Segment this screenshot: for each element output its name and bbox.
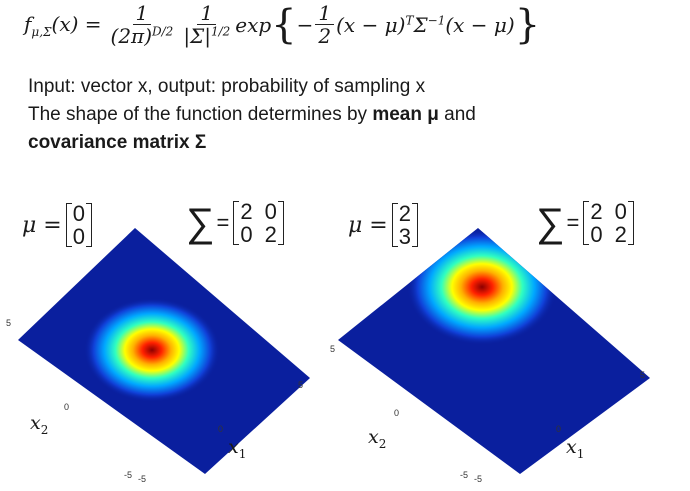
right-x2-tick-5: 5 <box>330 344 336 354</box>
brace-close: } <box>514 2 541 48</box>
right-x1-label: x1 <box>566 436 585 461</box>
left-x1-label: x1 <box>228 436 247 461</box>
quadratic-form: (x − μ)TΣ−1(x − μ) <box>336 13 515 37</box>
right-x2-tick-0: 0 <box>394 408 400 418</box>
left-x1-tick-5: 5 <box>298 380 304 390</box>
right-x2-label: x2 <box>368 426 387 451</box>
left-x2-tick-0: 0 <box>64 402 70 412</box>
description-line-1: Input: vector x, output: probability of … <box>28 76 426 97</box>
sigma-symbol: ∑ <box>186 200 215 245</box>
right-x1-tick-5: 5 <box>640 370 646 380</box>
right-mu-vector: 2 3 <box>391 202 419 248</box>
normalizer-fraction-1: 1 (2π)D/2 <box>110 1 174 48</box>
description-line-2: The shape of the function determines by … <box>28 104 476 125</box>
normalizer-fraction-2: 1 |Σ|1/2 <box>183 1 231 48</box>
brace-open: { <box>271 2 297 48</box>
pdf-lhs: fμ,Σ(x) = <box>24 11 102 39</box>
left-x1-tick-0: 0 <box>218 424 224 434</box>
sigma-symbol: ∑ <box>536 200 565 245</box>
left-tick-m5-b: -5 <box>138 474 147 484</box>
right-surface-peak <box>407 229 557 345</box>
left-surface-peak <box>84 298 220 402</box>
right-tick-m5-b: -5 <box>474 474 483 484</box>
left-tick-m5-a: -5 <box>124 470 133 480</box>
left-mu-vector: 0 0 <box>65 202 93 248</box>
left-mu: μ = 0 0 <box>22 202 93 248</box>
minus-sign: − <box>296 13 314 37</box>
left-x2-tick-5: 5 <box>6 318 12 328</box>
right-tick-m5-a: -5 <box>460 470 469 480</box>
half-fraction: 1 2 <box>315 2 335 48</box>
exp-word: exp <box>235 13 272 37</box>
right-mu: μ = 2 3 <box>348 202 419 248</box>
right-x1-tick-0: 0 <box>556 424 562 434</box>
description-line-3: covariance matrix Σ <box>28 132 207 153</box>
gaussian-pdf-equation: fμ,Σ(x) = 1 (2π)D/2 1 |Σ|1/2 exp { − 1 2… <box>24 2 540 48</box>
left-x2-label: x2 <box>30 412 49 437</box>
